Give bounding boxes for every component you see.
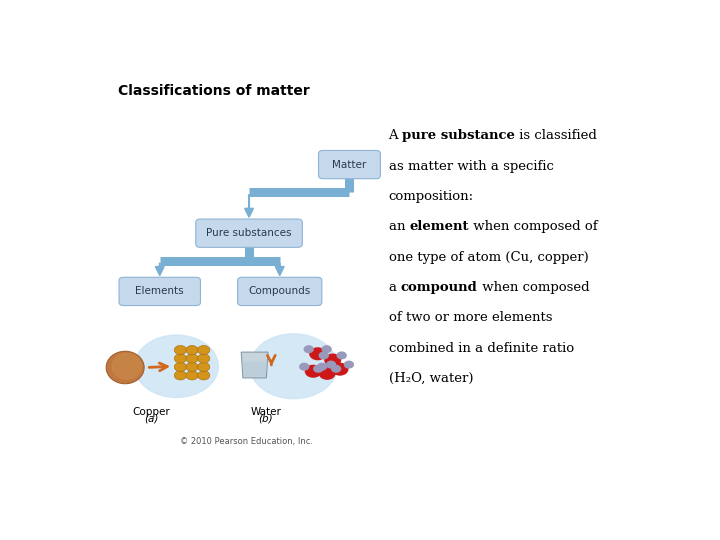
Text: as matter with a specific: as matter with a specific xyxy=(389,160,554,173)
Text: a: a xyxy=(389,281,401,294)
Text: Compounds: Compounds xyxy=(248,286,311,296)
Text: compound: compound xyxy=(401,281,477,294)
Text: when composed: when composed xyxy=(477,281,589,294)
Circle shape xyxy=(325,354,341,366)
Text: when composed of: when composed of xyxy=(469,220,598,233)
Text: © 2010 Pearson Education, Inc.: © 2010 Pearson Education, Inc. xyxy=(180,437,312,446)
Circle shape xyxy=(174,354,186,363)
FancyBboxPatch shape xyxy=(196,219,302,247)
Text: Copper: Copper xyxy=(132,407,170,416)
Circle shape xyxy=(186,371,198,380)
Text: A: A xyxy=(389,129,402,142)
Circle shape xyxy=(135,335,218,397)
FancyBboxPatch shape xyxy=(119,277,200,306)
Text: Classifications of matter: Classifications of matter xyxy=(118,84,310,98)
Circle shape xyxy=(186,354,198,363)
Circle shape xyxy=(197,346,210,355)
Text: Matter: Matter xyxy=(333,160,366,170)
Text: an: an xyxy=(389,220,409,233)
Circle shape xyxy=(332,366,341,372)
Circle shape xyxy=(300,363,309,370)
Text: (H₂O, water): (H₂O, water) xyxy=(389,372,473,385)
Circle shape xyxy=(174,346,186,355)
Circle shape xyxy=(174,371,186,380)
Polygon shape xyxy=(241,352,268,378)
Circle shape xyxy=(322,346,331,353)
Circle shape xyxy=(320,352,328,359)
Ellipse shape xyxy=(112,353,141,379)
Text: Water: Water xyxy=(251,407,282,416)
Polygon shape xyxy=(243,362,267,377)
Circle shape xyxy=(186,362,198,372)
Circle shape xyxy=(320,368,335,379)
Circle shape xyxy=(305,346,313,353)
Circle shape xyxy=(186,346,198,355)
Circle shape xyxy=(318,363,327,370)
Text: is classified: is classified xyxy=(516,129,597,142)
Text: (a): (a) xyxy=(144,414,158,424)
Circle shape xyxy=(337,352,346,359)
Text: element: element xyxy=(409,220,469,233)
Circle shape xyxy=(250,334,337,399)
Circle shape xyxy=(197,362,210,372)
Circle shape xyxy=(344,361,354,368)
Circle shape xyxy=(332,363,348,375)
Ellipse shape xyxy=(106,352,144,384)
Circle shape xyxy=(305,366,321,377)
Circle shape xyxy=(310,348,325,360)
FancyBboxPatch shape xyxy=(318,151,380,179)
Text: combined in a definite ratio: combined in a definite ratio xyxy=(389,342,574,355)
Text: (b): (b) xyxy=(258,414,273,424)
Text: Elements: Elements xyxy=(135,286,184,296)
Text: composition:: composition: xyxy=(389,190,474,203)
Circle shape xyxy=(197,371,210,380)
FancyBboxPatch shape xyxy=(238,277,322,306)
Text: Pure substances: Pure substances xyxy=(206,228,292,238)
Circle shape xyxy=(197,354,210,363)
Circle shape xyxy=(314,366,323,372)
Circle shape xyxy=(327,361,336,368)
Text: one type of atom (Cu, copper): one type of atom (Cu, copper) xyxy=(389,251,588,264)
Text: of two or more elements: of two or more elements xyxy=(389,312,552,325)
Text: pure substance: pure substance xyxy=(402,129,516,142)
Circle shape xyxy=(174,362,186,372)
